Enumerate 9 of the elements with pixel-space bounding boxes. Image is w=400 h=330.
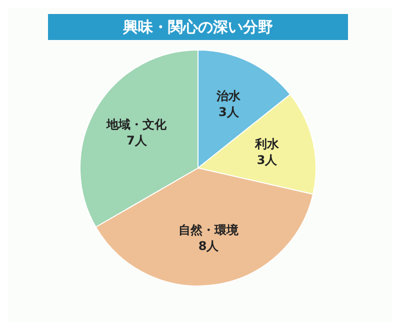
slice-label: 自然・環境 xyxy=(178,223,240,238)
slice-label: 治水 xyxy=(216,89,242,104)
data-label: 3人 xyxy=(256,153,278,168)
data-label: 3人 xyxy=(218,105,240,120)
slice-label: 利水 xyxy=(254,137,280,152)
data-label: 7人 xyxy=(126,134,148,148)
slice-label: 地域・文化 xyxy=(106,118,168,132)
data-label: 8人 xyxy=(198,239,220,254)
chart-title: 興味・関心の深い分野 xyxy=(122,18,273,36)
